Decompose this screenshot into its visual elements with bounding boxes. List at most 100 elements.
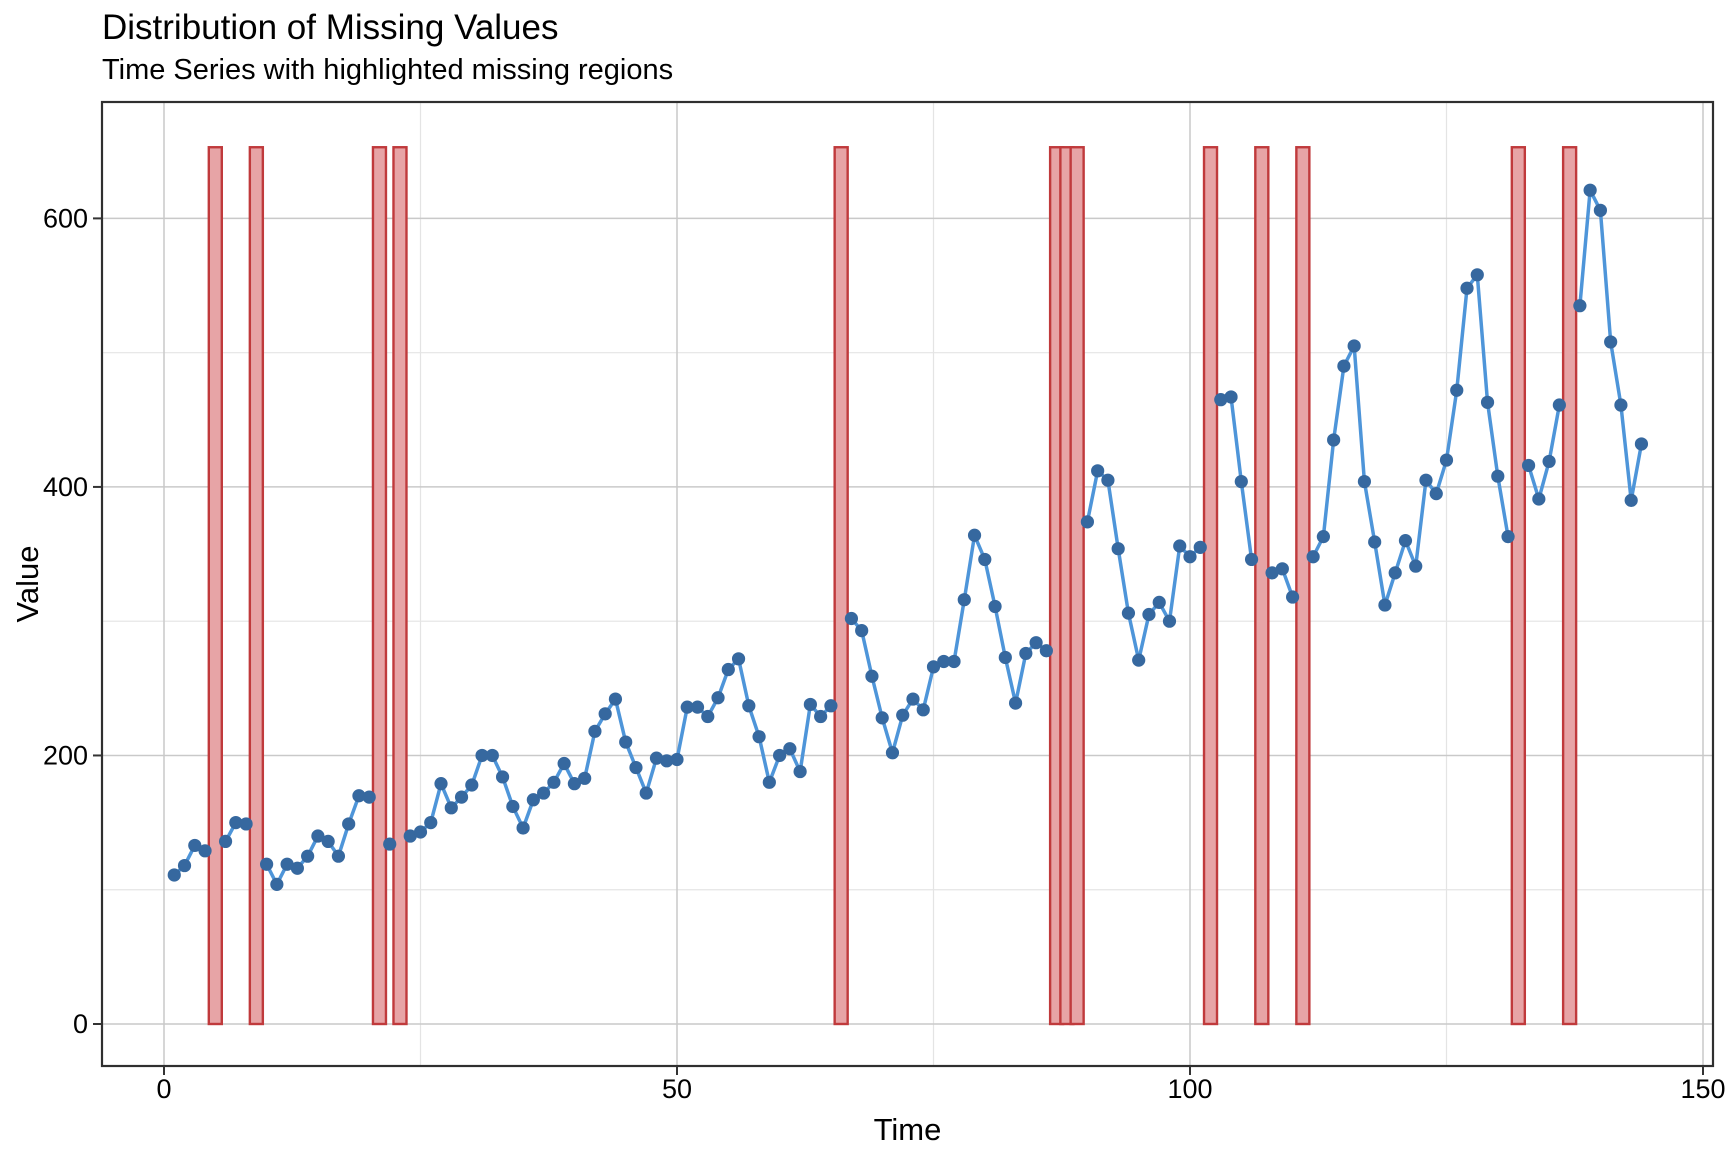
data-point bbox=[444, 801, 458, 815]
missing-region-bar bbox=[1254, 146, 1270, 1026]
series-segment bbox=[1608, 340, 1623, 407]
data-point bbox=[742, 699, 756, 713]
missing-region-bar bbox=[248, 146, 265, 1026]
data-point bbox=[1480, 395, 1495, 409]
data-point bbox=[1521, 458, 1536, 473]
data-point bbox=[218, 834, 233, 848]
data-point bbox=[1080, 515, 1094, 529]
data-point bbox=[947, 654, 961, 669]
x-tick-label: 50 bbox=[662, 1074, 692, 1104]
data-point bbox=[567, 777, 582, 791]
data-point bbox=[516, 821, 530, 835]
data-point bbox=[690, 700, 705, 714]
data-point bbox=[803, 697, 817, 712]
series-segment bbox=[1136, 612, 1151, 662]
data-point bbox=[547, 775, 561, 789]
data-point bbox=[383, 837, 397, 851]
data-point bbox=[1111, 542, 1125, 556]
data-point bbox=[229, 815, 243, 830]
series-segment bbox=[983, 557, 997, 609]
data-point bbox=[855, 623, 869, 638]
data-point bbox=[916, 703, 930, 717]
data-point bbox=[660, 754, 674, 768]
x-tick-label: 0 bbox=[156, 1074, 171, 1104]
missing-region-bar bbox=[1295, 146, 1311, 1026]
missing-region-bars bbox=[207, 146, 1578, 1026]
data-point bbox=[1552, 398, 1566, 412]
data-point bbox=[413, 825, 428, 839]
data-point bbox=[342, 817, 356, 831]
missing-region-bar bbox=[207, 146, 224, 1026]
data-point bbox=[1439, 453, 1454, 467]
data-point bbox=[844, 611, 859, 626]
data-point bbox=[721, 662, 735, 677]
data-point bbox=[1193, 540, 1207, 554]
data-point bbox=[1491, 469, 1505, 483]
data-point bbox=[537, 786, 551, 800]
data-point bbox=[608, 692, 623, 706]
missing-region-bar bbox=[833, 146, 849, 1026]
series-segment bbox=[429, 781, 443, 825]
data-point bbox=[885, 746, 900, 760]
data-point bbox=[762, 775, 776, 789]
data-point bbox=[1183, 550, 1197, 564]
data-point bbox=[198, 844, 212, 858]
data-point bbox=[557, 756, 571, 771]
data-point bbox=[1019, 646, 1033, 661]
data-point bbox=[670, 752, 684, 767]
chart-subtitle: Time Series with highlighted missing reg… bbox=[102, 54, 674, 86]
series-segment bbox=[1372, 540, 1387, 607]
data-point bbox=[362, 790, 376, 804]
x-axis-title: Time bbox=[874, 1112, 942, 1147]
y-tick-label: 200 bbox=[43, 740, 88, 770]
data-point bbox=[260, 857, 274, 871]
data-point bbox=[311, 829, 325, 843]
data-point bbox=[701, 709, 715, 724]
data-point bbox=[1091, 464, 1105, 478]
series-segment bbox=[952, 597, 967, 664]
series-segment bbox=[993, 604, 1008, 660]
series-segment bbox=[675, 705, 690, 762]
data-point bbox=[1337, 359, 1351, 373]
series-segment bbox=[582, 729, 597, 781]
data-point bbox=[896, 708, 910, 722]
data-point bbox=[588, 724, 602, 738]
data-point bbox=[1039, 644, 1053, 658]
plot-panel bbox=[102, 102, 1713, 1066]
series-segment bbox=[870, 674, 884, 720]
data-point bbox=[1593, 203, 1607, 217]
data-point bbox=[290, 861, 304, 875]
data-point bbox=[1347, 339, 1361, 353]
series-segment bbox=[736, 657, 751, 708]
data-point bbox=[649, 751, 664, 765]
series-segment bbox=[1598, 208, 1613, 344]
series-segment bbox=[921, 665, 936, 712]
series-segment bbox=[1547, 403, 1562, 464]
series-segment bbox=[962, 533, 977, 602]
data-point bbox=[1029, 636, 1043, 650]
data-point bbox=[1501, 530, 1515, 544]
data-point bbox=[1583, 183, 1597, 197]
data-point bbox=[177, 858, 192, 873]
data-point bbox=[301, 849, 315, 863]
axis-ticks bbox=[93, 217, 1704, 1075]
data-point bbox=[1275, 562, 1289, 576]
data-point bbox=[506, 799, 520, 814]
data-point bbox=[1532, 492, 1546, 506]
data-point bbox=[1173, 539, 1187, 553]
y-tick-labels: 0 200 400 600 bbox=[43, 203, 88, 1039]
data-point bbox=[424, 815, 438, 830]
series-points bbox=[167, 183, 1649, 891]
series-segment bbox=[1413, 478, 1428, 568]
data-point bbox=[495, 770, 510, 784]
x-tick-label: 100 bbox=[1167, 1074, 1212, 1104]
missing-region-bar bbox=[1561, 146, 1578, 1026]
data-point bbox=[1419, 473, 1433, 487]
data-point bbox=[1008, 696, 1023, 710]
data-point bbox=[1101, 473, 1115, 487]
data-point bbox=[465, 778, 479, 792]
y-axis-title: Value bbox=[10, 546, 45, 623]
data-point bbox=[937, 654, 951, 669]
missing-region-bar bbox=[1069, 146, 1085, 1026]
